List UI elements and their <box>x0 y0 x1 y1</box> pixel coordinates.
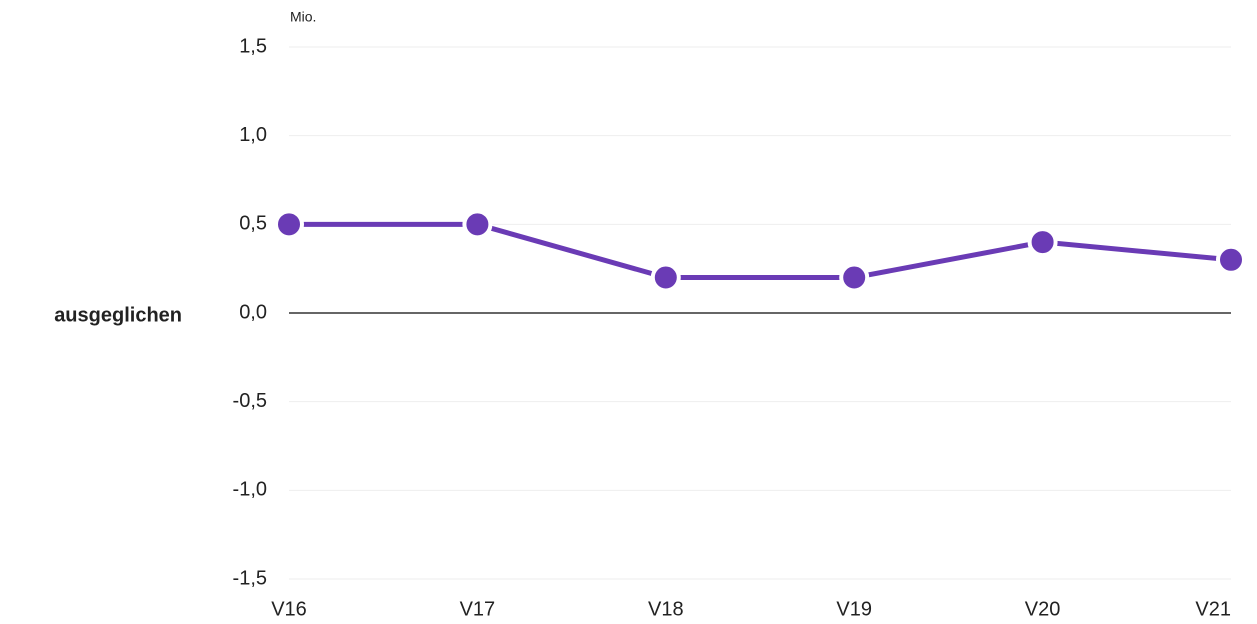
y-tick-label: -0,5 <box>233 390 267 412</box>
y-tick-label: -1,5 <box>233 567 267 589</box>
y-tick-label: 0,0 <box>239 301 267 323</box>
y-tick-label: -1,0 <box>233 479 267 501</box>
y-tick-label: 1,5 <box>239 35 267 57</box>
point <box>1216 244 1246 275</box>
point <box>274 209 304 240</box>
x-tick-label: V19 <box>836 598 872 620</box>
point <box>650 262 681 293</box>
x-tick-label: V17 <box>460 598 496 620</box>
y-tick-label: 1,0 <box>239 124 267 146</box>
point <box>1027 227 1058 258</box>
y-unit: Mio. <box>290 9 316 25</box>
point <box>839 262 870 293</box>
point <box>462 209 493 240</box>
x-tick-label: V16 <box>271 598 307 620</box>
x-tick-label: V18 <box>648 598 684 620</box>
x-tick-label: V21 <box>1195 598 1231 620</box>
zero-annotation: ausgeglichen <box>54 304 182 326</box>
x-tick-label: V20 <box>1025 598 1061 620</box>
series-line <box>289 221 1232 281</box>
y-tick-label: 0,5 <box>239 213 267 235</box>
